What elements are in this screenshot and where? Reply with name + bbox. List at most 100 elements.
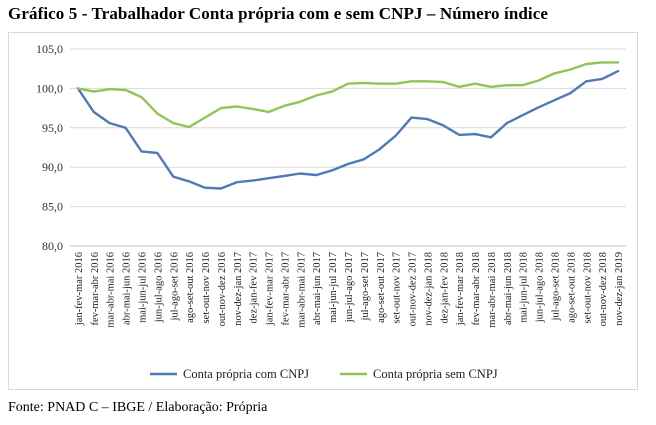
x-tick-label: mai-jun-jul 2018 bbox=[519, 252, 530, 323]
x-tick-label: dez-jan-fev 2018 bbox=[439, 252, 450, 323]
data-point bbox=[474, 82, 476, 84]
x-tick-label: jul-ago-set 2018 bbox=[551, 252, 562, 322]
data-point bbox=[109, 88, 111, 90]
x-tick-label: abr-mai-jun 2018 bbox=[503, 252, 514, 325]
data-point bbox=[474, 133, 476, 135]
data-point bbox=[140, 96, 142, 98]
data-point bbox=[569, 92, 571, 94]
y-tick-label: 80,0 bbox=[42, 239, 63, 253]
data-point bbox=[522, 114, 524, 116]
chart-title: Gráfico 5 - Trabalhador Conta própria co… bbox=[8, 4, 549, 23]
data-point bbox=[220, 187, 222, 189]
data-point bbox=[267, 111, 269, 113]
data-point bbox=[537, 106, 539, 108]
data-point bbox=[315, 174, 317, 176]
x-tick-label: abr-mai-jun 2016 bbox=[122, 252, 133, 325]
x-tick-label: nov-dez-jan 2017 bbox=[233, 252, 244, 326]
data-point bbox=[394, 82, 396, 84]
x-tick-label: fev-mar-abr 2017 bbox=[280, 252, 291, 326]
data-point bbox=[93, 111, 95, 113]
x-tick-label: set-out-nov 2016 bbox=[201, 252, 212, 323]
data-point bbox=[363, 158, 365, 160]
data-point bbox=[299, 172, 301, 174]
x-tick-label: jan-fev-mar 2018 bbox=[455, 252, 466, 326]
x-tick-label: out-nov-dez 2017 bbox=[408, 252, 419, 326]
x-tick-label: ago-set-out 2018 bbox=[566, 252, 577, 323]
data-point bbox=[315, 94, 317, 96]
data-point bbox=[331, 90, 333, 92]
x-tick-label: jan-fev-mar 2016 bbox=[74, 252, 85, 326]
data-point bbox=[379, 82, 381, 84]
data-point bbox=[569, 68, 571, 70]
x-tick-label: set-out-nov 2018 bbox=[582, 252, 593, 323]
data-point bbox=[442, 81, 444, 83]
data-point bbox=[267, 177, 269, 179]
x-tick-label: dez-jan-fev 2017 bbox=[249, 252, 260, 323]
data-point bbox=[124, 127, 126, 129]
data-point bbox=[283, 175, 285, 177]
x-tick-label: fev-mar-abr 2018 bbox=[471, 252, 482, 326]
data-point bbox=[585, 63, 587, 65]
x-tick-label: jan-fev-mar 2017 bbox=[265, 252, 276, 326]
y-tick-label: 95,0 bbox=[42, 121, 63, 135]
x-tick-label: jun-jul-ago 2016 bbox=[153, 252, 164, 323]
data-point bbox=[93, 90, 95, 92]
data-point bbox=[537, 79, 539, 81]
x-tick-label: mai-jun-jul 2017 bbox=[328, 252, 339, 323]
data-point bbox=[347, 163, 349, 165]
x-tick-label: set-out-nov 2017 bbox=[392, 252, 403, 323]
series-line-2 bbox=[76, 61, 620, 129]
data-point bbox=[506, 122, 508, 124]
data-point bbox=[124, 89, 126, 91]
data-point bbox=[442, 124, 444, 126]
data-point bbox=[490, 86, 492, 88]
x-tick-label: nov-dez-jan 2019 bbox=[614, 252, 625, 326]
data-point bbox=[458, 86, 460, 88]
data-point bbox=[299, 101, 301, 103]
data-point bbox=[394, 134, 396, 136]
data-point bbox=[553, 72, 555, 74]
x-tick-label: jun-jul-ago 2018 bbox=[535, 252, 546, 323]
series-line-1 bbox=[76, 69, 620, 190]
x-tick-label: mai-jun-jul 2016 bbox=[137, 252, 148, 323]
x-tick-label: ago-set-out 2016 bbox=[185, 252, 196, 323]
data-point bbox=[363, 82, 365, 84]
data-point bbox=[331, 169, 333, 171]
x-tick-label: mar-abr-mai 2018 bbox=[487, 252, 498, 328]
data-point bbox=[236, 181, 238, 183]
y-tick-label: 105,0 bbox=[36, 42, 63, 56]
data-point bbox=[553, 99, 555, 101]
data-point bbox=[156, 112, 158, 114]
legend-label-2: Conta própria sem CNPJ bbox=[373, 367, 498, 381]
data-point bbox=[188, 180, 190, 182]
y-tick-label: 90,0 bbox=[42, 160, 63, 174]
data-point bbox=[109, 122, 111, 124]
data-point bbox=[156, 152, 158, 154]
x-tick-label: out-nov-dez 2018 bbox=[598, 252, 609, 326]
data-point bbox=[251, 179, 253, 181]
data-point bbox=[490, 136, 492, 138]
data-point bbox=[347, 82, 349, 84]
data-point bbox=[585, 80, 587, 82]
data-point bbox=[426, 80, 428, 82]
data-point bbox=[617, 70, 619, 72]
x-tick-label: mar-abr-mai 2016 bbox=[106, 252, 117, 328]
x-tick-label: jun-jul-ago 2017 bbox=[344, 252, 355, 323]
data-point bbox=[204, 186, 206, 188]
data-point bbox=[283, 105, 285, 107]
data-point bbox=[506, 84, 508, 86]
x-tick-label: jul-ago-set 2017 bbox=[360, 252, 371, 322]
y-tick-label: 100,0 bbox=[36, 81, 63, 95]
legend-label-1: Conta própria com CNPJ bbox=[183, 367, 309, 381]
data-point bbox=[601, 78, 603, 80]
data-point bbox=[601, 61, 603, 63]
data-point bbox=[426, 118, 428, 120]
data-point bbox=[236, 105, 238, 107]
data-point bbox=[617, 61, 619, 63]
data-point bbox=[172, 175, 174, 177]
data-point bbox=[77, 87, 79, 89]
x-tick-label: abr-mai-jun 2017 bbox=[312, 252, 323, 325]
data-point bbox=[220, 107, 222, 109]
data-point bbox=[188, 126, 190, 128]
x-tick-label: nov-dez-jan 2018 bbox=[423, 252, 434, 326]
